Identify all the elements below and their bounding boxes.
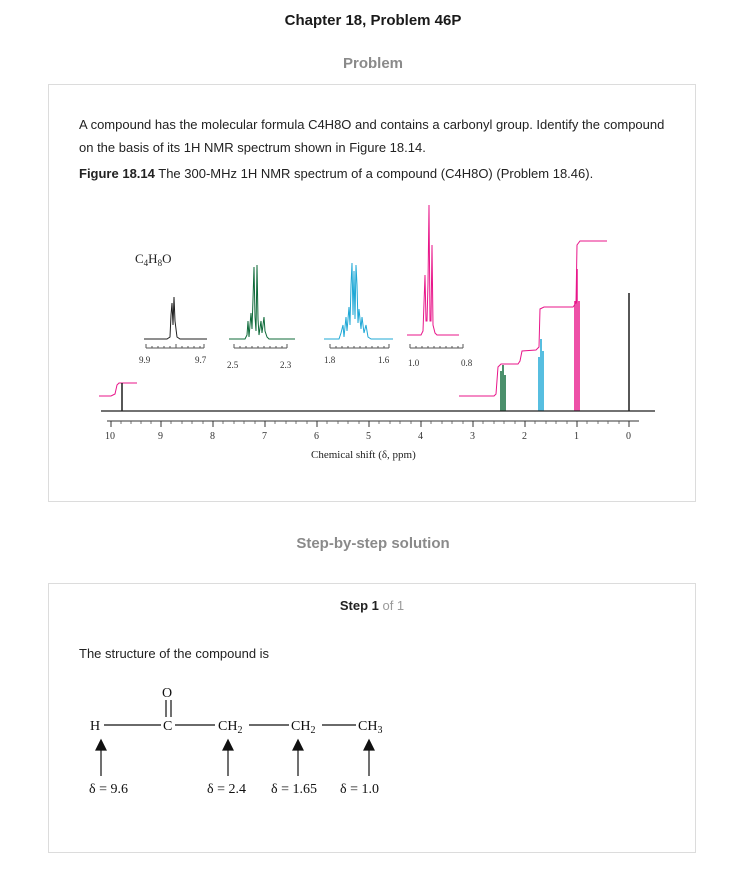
x-axis-label: Chemical shift (δ, ppm) [311, 449, 416, 461]
shift-h: δ = 9.6 [89, 782, 128, 797]
axis-tick-7: 7 [262, 431, 267, 442]
shift-ch2-a: δ = 2.4 [207, 782, 246, 797]
inset-tick-9.9: 9.9 [139, 355, 151, 365]
inset-tick-2.5: 2.5 [227, 360, 239, 370]
shift-ch3: δ = 1.0 [340, 782, 379, 797]
arrow-head-h [95, 738, 107, 751]
axis-tick-6: 6 [314, 431, 319, 442]
axis-tick-10: 10 [105, 431, 115, 442]
x-axis-minor-ticks [120, 421, 620, 424]
step-label: Step 1 [339, 598, 379, 613]
figure-caption: Figure 18.14 The 300-MHz 1H NMR spectrum… [79, 162, 669, 185]
solution-card: Step 1 of 1 The structure of the compoun… [48, 583, 696, 853]
atom-o: O [162, 686, 172, 701]
problem-card: A compound has the molecular formula C4H… [48, 84, 696, 502]
group-ch3: CH3 [358, 719, 382, 736]
axis-tick-8: 8 [210, 431, 215, 442]
group-ch2-b: CH2 [291, 719, 315, 736]
step-of: of 1 [378, 598, 405, 613]
inset-tick-9.7: 9.7 [195, 355, 207, 365]
inset-ch3 [407, 204, 459, 336]
axis-tick-5: 5 [366, 431, 371, 442]
atom-h: H [90, 719, 100, 734]
axis-tick-0: 0 [626, 431, 631, 442]
axis-tick-1: 1 [574, 431, 579, 442]
shift-ch2-b: δ = 1.65 [271, 782, 317, 797]
inset-ch2-alpha [229, 264, 295, 340]
inset-tick-1.6: 1.6 [378, 355, 390, 365]
inset-aldehyde [144, 296, 207, 349]
group-ch2-a: CH2 [218, 719, 242, 736]
atom-c: C [163, 719, 172, 734]
butanal-structure: O H C CH2 CH2 CH3 δ = 9.6 δ = 2.4 δ = 1.… [89, 686, 382, 797]
page-title: Chapter 18, Problem 46P [284, 12, 462, 29]
axis-tick-3: 3 [470, 431, 475, 442]
arrow-head-ch2-b [292, 738, 304, 751]
axis-tick-2: 2 [522, 431, 527, 442]
solution-section-heading: Step-by-step solution [296, 535, 450, 552]
problem-statement: A compound has the molecular formula C4H… [79, 113, 669, 185]
figure-caption-text: The 300-MHz 1H NMR spectrum of a compoun… [154, 166, 594, 181]
axis-tick-9: 9 [158, 431, 163, 442]
problem-text: A compound has the molecular formula C4H… [79, 117, 665, 155]
inset-ch2-beta [324, 262, 393, 340]
inset-tick-1.8: 1.8 [324, 355, 336, 365]
axis-tick-4: 4 [418, 431, 423, 442]
peak-ch2-alpha [500, 365, 506, 411]
arrow-head-ch2-a [222, 738, 234, 751]
spectrum-formula: C4H8O [135, 251, 171, 268]
inset-tick-0.8: 0.8 [461, 358, 473, 368]
problem-section-heading: Problem [342, 55, 403, 72]
nmr-spectrum-figure: C4H8O 9.9 9.7 2.5 [99, 204, 655, 461]
x-axis-ticks [110, 421, 630, 427]
inset-tick-1.0: 1.0 [408, 358, 420, 368]
step-indicator: Step 1 of 1 [49, 598, 695, 613]
step-text: The structure of the compound is [79, 646, 270, 661]
figure-label: Figure 18.14 [79, 166, 155, 181]
peak-ch2-beta [538, 339, 544, 411]
arrow-head-ch3 [363, 738, 375, 751]
peak-ch3 [574, 269, 580, 411]
inset-tick-2.3: 2.3 [280, 360, 292, 370]
